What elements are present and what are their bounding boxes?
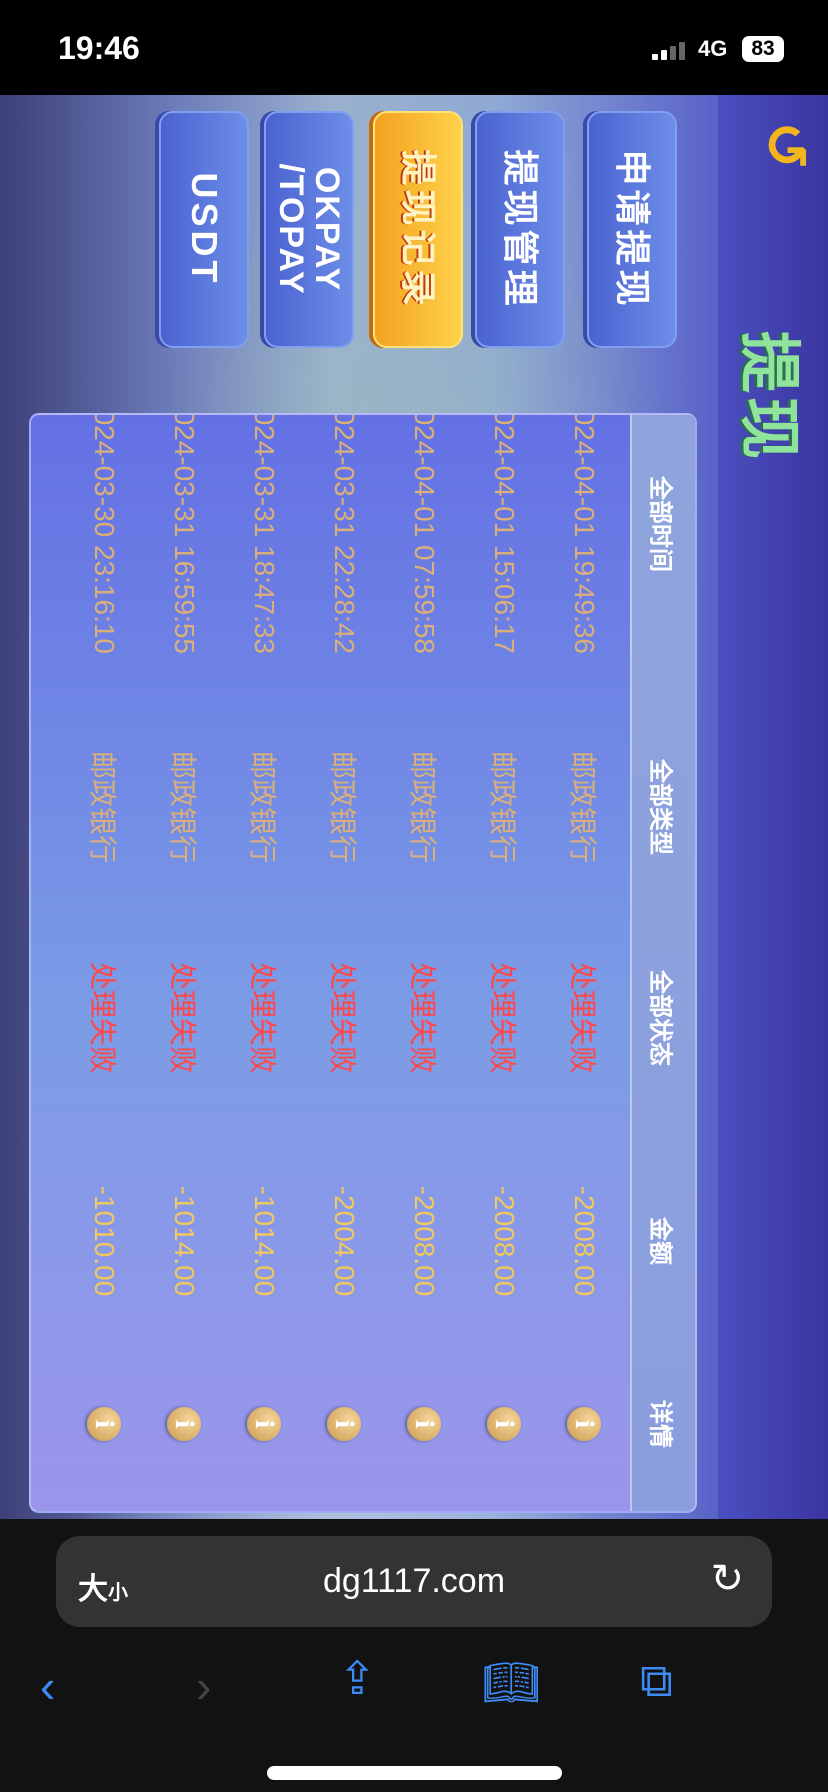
row-time: 2024-04-01 07:59:58 (409, 413, 440, 654)
browser-toolbar: 大小 dg1117.com ↻ ‹ › ⇪ 📖︎ ⧉ (0, 1519, 828, 1792)
page-title: 提现 (734, 331, 803, 464)
row-time: 2024-04-01 19:49:36 (569, 413, 600, 654)
info-icon[interactable]: i (247, 1407, 281, 1441)
row-status: 处理失败 (327, 961, 358, 1075)
url-text: dg1117.com (322, 1562, 506, 1600)
column-header[interactable]: 全部时间 (646, 476, 674, 572)
row-amount: -2008.00 (489, 1185, 520, 1297)
row-status: 处理失败 (247, 961, 278, 1075)
row-time: 2024-03-31 18:47:33 (249, 413, 280, 654)
withdraw-records-table: 全部时间全部类型全部状态金额详情 2024-04-01 19:49:36 邮政银行处… (29, 413, 697, 1513)
tab-1[interactable]: 申请提现 (587, 111, 677, 348)
column-header[interactable]: 详情 (646, 1400, 674, 1448)
row-time: 2024-03-31 16:59:55 (169, 413, 200, 654)
forward-icon[interactable]: › (196, 1660, 212, 1712)
header-bar (718, 95, 828, 1519)
info-icon[interactable]: i (327, 1407, 361, 1441)
row-amount: -1014.00 (249, 1185, 280, 1297)
row-type: 邮政银行 (487, 750, 518, 864)
row-amount: -2008.00 (409, 1185, 440, 1297)
bookmarks-icon[interactable]: 📖︎ (482, 1656, 541, 1708)
info-icon[interactable]: i (87, 1407, 121, 1441)
back-icon[interactable]: ‹ (40, 1660, 56, 1712)
row-amount: -2008.00 (569, 1185, 600, 1297)
row-status: 处理失败 (87, 961, 118, 1075)
info-icon[interactable]: i (167, 1407, 201, 1441)
text-size-big: 大 (78, 1573, 108, 1606)
tab-2[interactable]: 提现管理 (475, 111, 565, 348)
row-time: 2024-03-31 22:28:42 (329, 413, 360, 654)
signal-icon (652, 40, 685, 60)
row-status: 处理失败 (487, 961, 518, 1075)
tab-5[interactable]: USDT (159, 111, 249, 348)
text-size-small: 小 (108, 1582, 128, 1604)
tab-4[interactable]: OKPAY/TOPAY (264, 111, 354, 348)
game-view: ↺ 提现 申请提现 提现管理 提现记录 OKPAY/TOPAY USDT 全部时间全部类… (0, 95, 828, 1519)
row-amount: -2004.00 (329, 1185, 360, 1297)
column-header[interactable]: 全部状态 (646, 970, 674, 1066)
info-icon[interactable]: i (567, 1407, 601, 1441)
row-type: 邮政银行 (87, 750, 118, 864)
row-type: 邮政银行 (407, 750, 438, 864)
row-type: 邮政银行 (327, 750, 358, 864)
info-icon[interactable]: i (407, 1407, 441, 1441)
column-header[interactable]: 全部类型 (646, 759, 674, 855)
tab-3[interactable]: 提现记录 (373, 111, 463, 348)
row-type: 邮政银行 (167, 750, 198, 864)
row-status: 处理失败 (407, 961, 438, 1075)
network-type: 4G (698, 36, 728, 61)
status-time: 19:46 (58, 30, 140, 66)
home-indicator (267, 1766, 562, 1780)
info-icon[interactable]: i (487, 1407, 521, 1441)
row-type: 邮政银行 (247, 750, 278, 864)
back-arrow-icon[interactable]: ↺ (753, 121, 818, 170)
table-header (630, 415, 695, 1511)
row-amount: -1014.00 (169, 1185, 200, 1297)
battery-icon: 83 (742, 36, 784, 62)
status-bar: 19:46 4G 83 (0, 0, 828, 95)
reload-icon[interactable]: ↻ (710, 1557, 744, 1601)
row-status: 处理失败 (567, 961, 598, 1075)
tabs-icon[interactable]: ⧉ (640, 1654, 673, 1706)
row-status: 处理失败 (167, 961, 198, 1075)
row-amount: -1010.00 (89, 1185, 120, 1297)
address-bar[interactable]: 大小 dg1117.com ↻ (56, 1536, 772, 1627)
row-time: 2024-04-01 15:06:17 (489, 413, 520, 654)
column-header[interactable]: 金额 (646, 1217, 674, 1265)
row-type: 邮政银行 (567, 750, 598, 864)
row-time: 2024-03-30 23:16:10 (89, 413, 120, 654)
text-size-button[interactable]: 大小 (78, 1564, 128, 1608)
share-icon[interactable]: ⇪ (338, 1652, 377, 1704)
